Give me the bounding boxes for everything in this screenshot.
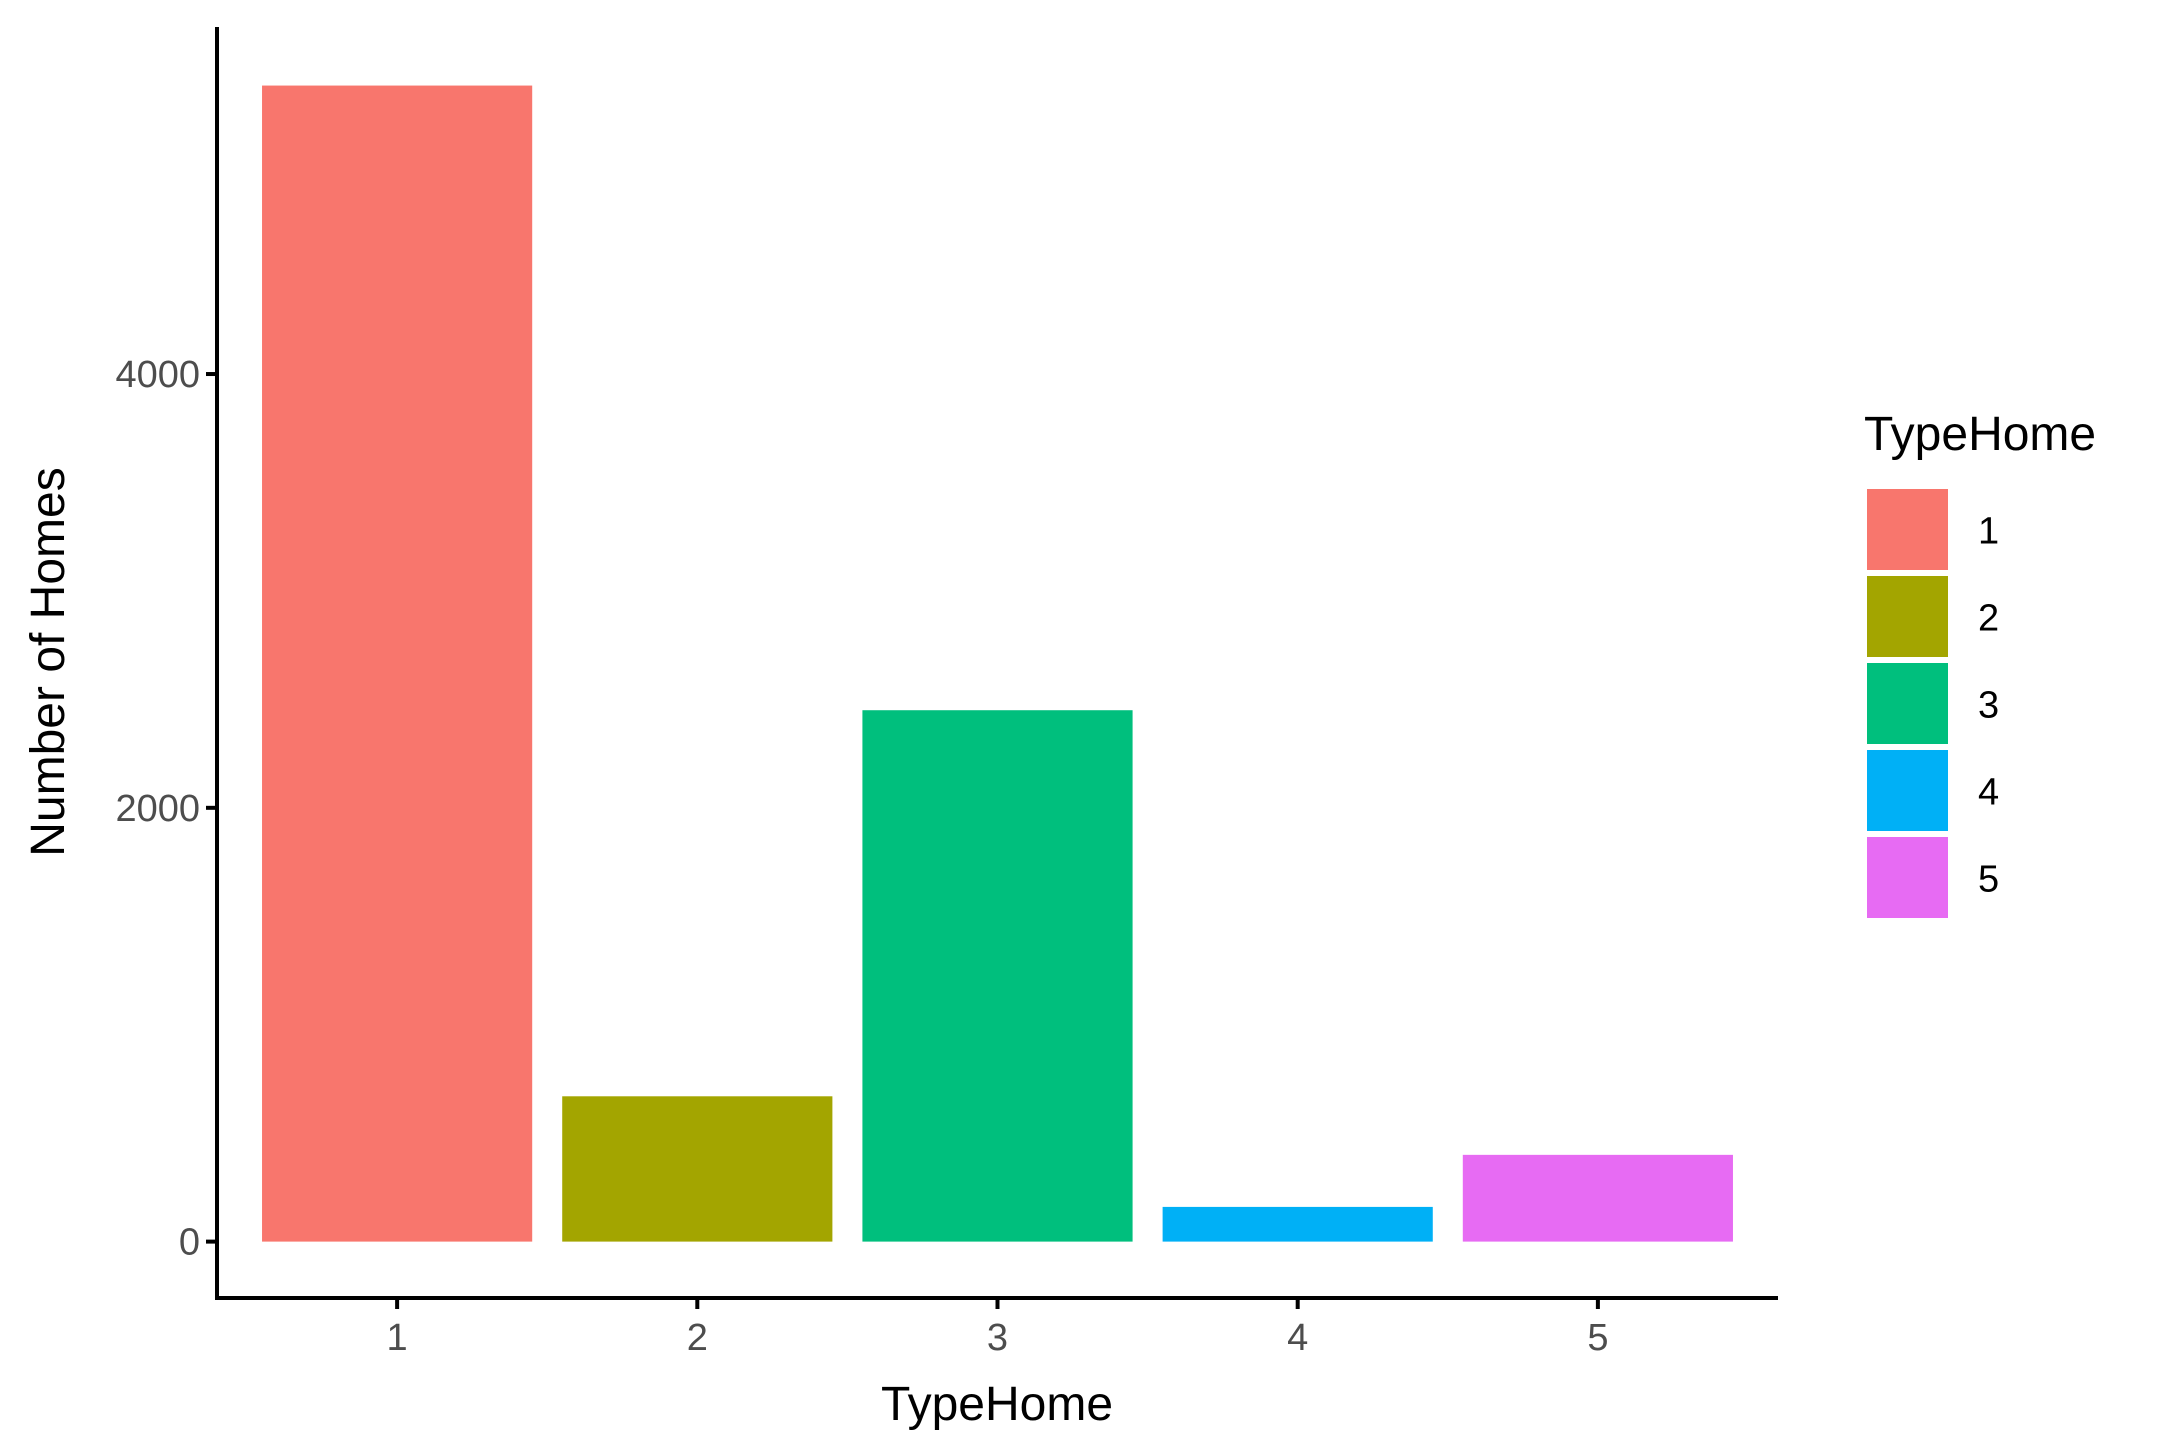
legend-label-4: 4 [1978,772,1999,814]
bar-2 [562,1096,833,1242]
legend-items: 1 2 3 4 5 [1867,489,1999,918]
legend-key-4 [1867,750,1948,831]
legend-label-5: 5 [1978,859,1999,901]
y-tick-label: 4000 [115,354,200,396]
bar-3 [862,710,1133,1242]
legend-label-1: 1 [1978,511,1999,553]
legend-title: TypeHome [1864,408,2096,461]
x-tick-label: 4 [1287,1317,1308,1359]
bar-5 [1462,1154,1733,1242]
y-axis-title: Number of Homes [22,467,75,856]
y-tick-label: 0 [179,1222,200,1264]
bar-4 [1162,1206,1433,1242]
y-tick-label: 2000 [115,788,200,830]
x-axis-ticks: 1 2 3 4 5 [387,1298,1608,1359]
legend-key-5 [1867,837,1948,918]
legend-key-3 [1867,663,1948,744]
x-tick-label: 5 [1587,1317,1608,1359]
legend: TypeHome 1 2 3 4 5 [1864,408,2096,918]
legend-label-3: 3 [1978,685,1999,727]
legend-key-1 [1867,489,1948,570]
x-tick-label: 2 [687,1317,708,1359]
bar-1 [262,85,533,1242]
y-axis-ticks: 0 2000 4000 [115,354,217,1264]
x-tick-label: 1 [387,1317,408,1359]
legend-label-2: 2 [1978,598,1999,640]
legend-key-2 [1867,576,1948,657]
x-tick-label: 3 [987,1317,1008,1359]
bars-group [262,85,1733,1242]
x-axis-title: TypeHome [881,1378,1113,1431]
